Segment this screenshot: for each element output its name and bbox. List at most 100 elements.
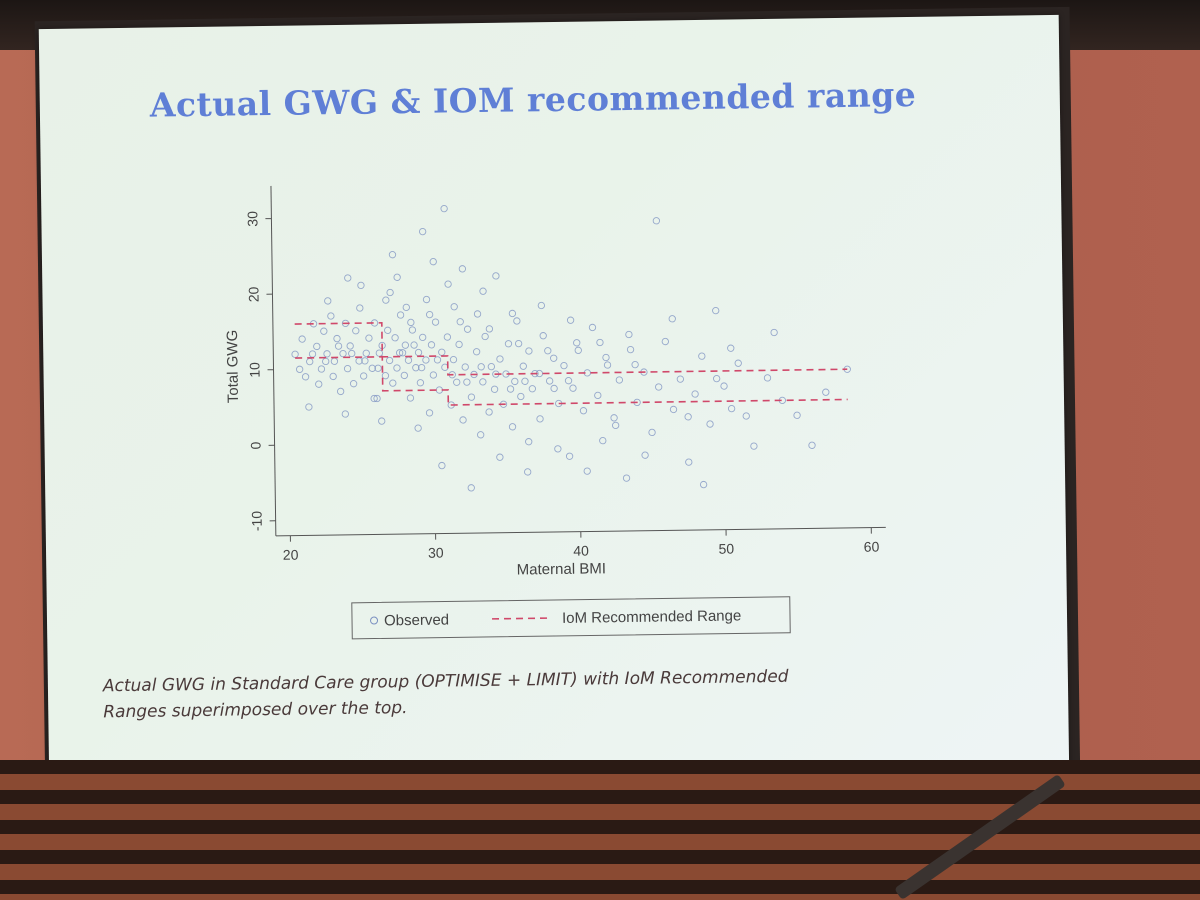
data-point bbox=[525, 347, 533, 355]
data-point bbox=[346, 342, 354, 350]
data-point bbox=[301, 373, 310, 381]
data-point bbox=[511, 377, 519, 386]
data-point bbox=[440, 204, 448, 213]
data-point bbox=[544, 347, 552, 355]
data-point bbox=[763, 374, 772, 382]
legend-observed-label: Observed bbox=[384, 611, 449, 629]
slide-caption: Actual GWG in Standard Care group (OPTIM… bbox=[103, 661, 984, 725]
x-tick-label: 30 bbox=[428, 545, 444, 561]
data-point bbox=[655, 383, 663, 391]
data-point bbox=[477, 363, 485, 371]
data-point bbox=[438, 348, 446, 356]
data-point bbox=[611, 421, 620, 430]
presentation-slide: Actual GWG & IOM recommended range 20 30 4… bbox=[38, 14, 1070, 790]
data-point bbox=[419, 333, 427, 342]
data-point bbox=[402, 303, 410, 312]
data-point bbox=[579, 407, 588, 415]
data-point bbox=[375, 349, 383, 357]
data-point bbox=[373, 394, 381, 403]
data-point bbox=[327, 312, 335, 320]
data-point bbox=[734, 359, 742, 367]
data-point bbox=[525, 438, 533, 446]
data-point bbox=[374, 364, 382, 372]
data-point bbox=[706, 420, 714, 428]
data-point bbox=[368, 364, 376, 372]
data-point bbox=[539, 332, 547, 340]
data-point bbox=[477, 431, 485, 439]
data-point bbox=[808, 441, 816, 449]
data-point bbox=[305, 403, 313, 411]
data-point bbox=[348, 349, 356, 358]
data-point bbox=[661, 337, 669, 346]
data-point bbox=[378, 417, 386, 425]
data-point bbox=[429, 258, 437, 266]
data-point bbox=[334, 342, 343, 350]
data-point bbox=[641, 451, 649, 459]
data-point bbox=[308, 350, 317, 358]
data-point bbox=[588, 323, 597, 332]
data-point bbox=[444, 280, 452, 288]
data-point bbox=[401, 341, 410, 349]
data-point bbox=[296, 365, 304, 373]
data-point bbox=[458, 265, 467, 273]
y-tick-label: 30 bbox=[244, 211, 260, 227]
data-point bbox=[602, 353, 610, 362]
x-tick-label: 40 bbox=[573, 543, 589, 559]
data-point bbox=[323, 350, 331, 358]
data-point bbox=[750, 442, 758, 450]
data-point bbox=[615, 376, 624, 384]
data-point bbox=[626, 345, 635, 354]
data-point bbox=[652, 217, 661, 225]
data-point bbox=[519, 362, 527, 370]
data-point bbox=[550, 384, 558, 393]
data-point bbox=[473, 310, 482, 318]
data-point bbox=[417, 363, 426, 372]
data-point bbox=[343, 365, 352, 373]
data-point bbox=[521, 377, 529, 385]
data-point bbox=[443, 333, 452, 341]
data-point bbox=[330, 357, 339, 365]
data-point bbox=[313, 342, 321, 351]
data-point bbox=[370, 394, 378, 403]
data-point bbox=[676, 375, 685, 383]
data-point bbox=[822, 388, 830, 396]
data-point bbox=[429, 371, 438, 379]
data-point bbox=[333, 334, 341, 343]
x-axis-line bbox=[275, 526, 886, 537]
data-point bbox=[537, 301, 545, 310]
data-point bbox=[566, 316, 575, 324]
data-point bbox=[352, 327, 360, 335]
data-point bbox=[479, 378, 487, 386]
data-point bbox=[508, 309, 517, 318]
data-point bbox=[410, 341, 418, 349]
data-point bbox=[504, 340, 513, 348]
data-point bbox=[362, 349, 370, 357]
data-point bbox=[361, 357, 369, 365]
data-point bbox=[554, 445, 562, 453]
data-point bbox=[349, 380, 358, 388]
data-point bbox=[386, 288, 394, 297]
data-point bbox=[770, 328, 778, 337]
data-point bbox=[291, 350, 299, 358]
data-point bbox=[381, 372, 390, 380]
data-point bbox=[414, 348, 423, 357]
data-point bbox=[459, 416, 467, 424]
data-point bbox=[599, 437, 607, 445]
data-point bbox=[438, 461, 446, 470]
data-point bbox=[357, 281, 365, 290]
data-point bbox=[513, 317, 521, 325]
data-point bbox=[344, 274, 352, 282]
data-point bbox=[384, 326, 392, 334]
data-point bbox=[336, 387, 345, 396]
data-point bbox=[564, 377, 573, 385]
data-point bbox=[388, 251, 397, 259]
data-point bbox=[583, 467, 591, 475]
data-point bbox=[472, 348, 481, 356]
legend-range-label: IoM Recommended Range bbox=[562, 607, 741, 627]
data-point bbox=[517, 392, 525, 401]
y-axis-line bbox=[270, 185, 277, 536]
data-point bbox=[492, 272, 500, 280]
data-point bbox=[416, 379, 425, 387]
x-tick-label: 20 bbox=[283, 547, 299, 563]
legend-range-marker bbox=[492, 617, 553, 620]
